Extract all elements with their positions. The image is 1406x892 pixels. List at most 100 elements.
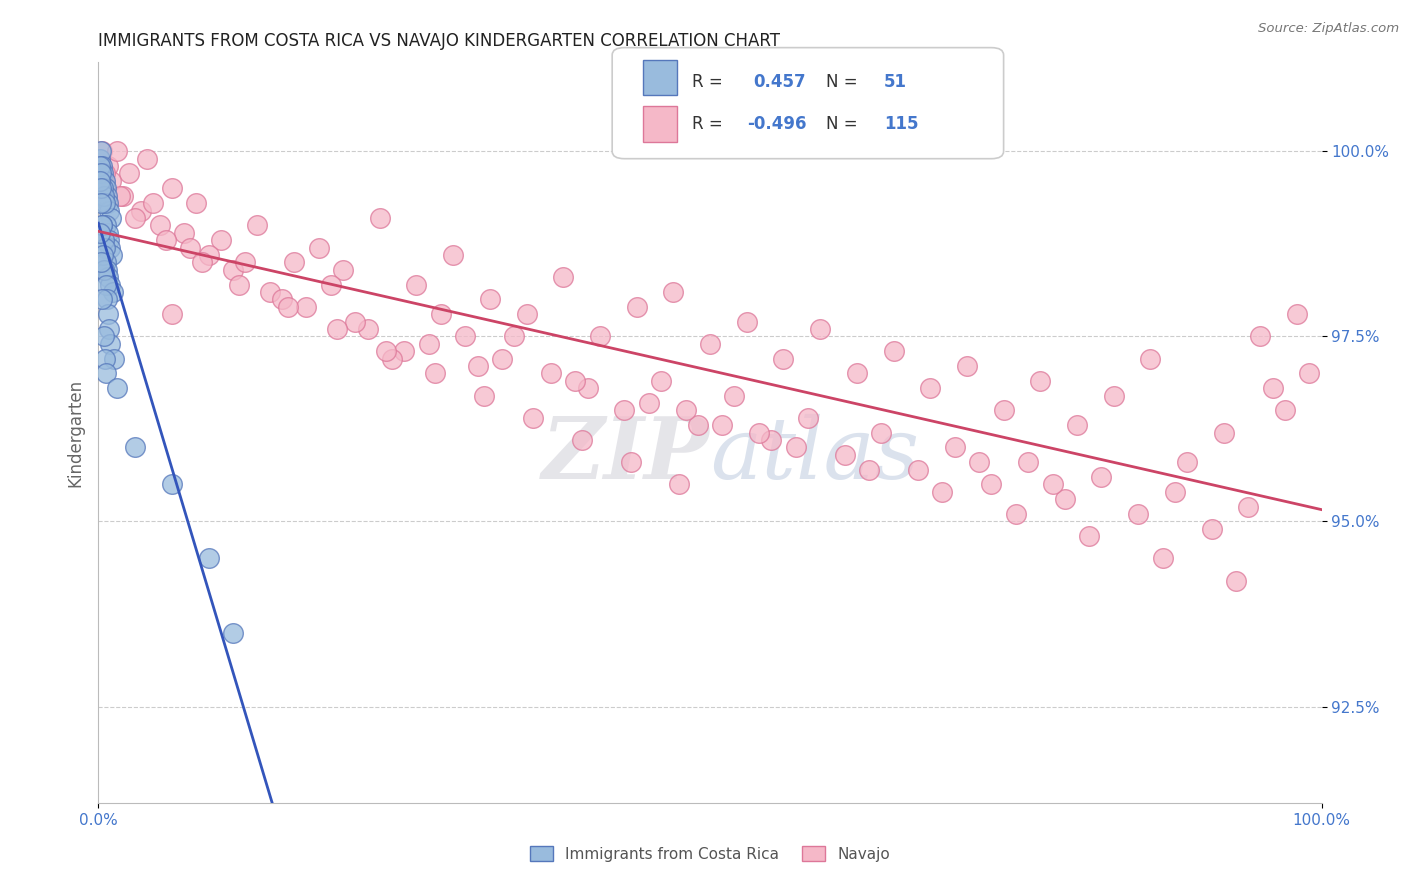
Point	[418, 336, 440, 351]
Point	[179, 241, 201, 255]
Point	[332, 262, 354, 277]
Point	[191, 255, 214, 269]
Point	[472, 389, 495, 403]
Point	[613, 403, 636, 417]
Text: R =: R =	[692, 115, 728, 133]
Point	[1017, 455, 1039, 469]
Point	[1164, 484, 1187, 499]
Point	[619, 455, 641, 469]
Point	[103, 351, 125, 366]
Point	[1053, 492, 1076, 507]
Point	[259, 285, 281, 299]
Point	[1261, 381, 1284, 395]
Point	[93, 329, 115, 343]
Point	[626, 300, 648, 314]
Point	[124, 211, 146, 225]
Point	[89, 159, 111, 173]
Point	[516, 307, 538, 321]
Point	[197, 248, 219, 262]
Point	[89, 174, 111, 188]
Point	[209, 233, 232, 247]
Point	[441, 248, 464, 262]
Point	[980, 477, 1002, 491]
Point	[540, 367, 562, 381]
Point	[90, 167, 112, 181]
Point	[1004, 507, 1026, 521]
Point	[295, 300, 318, 314]
Point	[90, 145, 112, 159]
Point	[93, 188, 115, 202]
Point	[233, 255, 256, 269]
Point	[94, 241, 117, 255]
Point	[454, 329, 477, 343]
Point	[1029, 374, 1052, 388]
Text: ZIP: ZIP	[543, 413, 710, 497]
Point	[98, 277, 121, 292]
Point	[808, 322, 831, 336]
Point	[478, 293, 501, 307]
Point	[90, 219, 112, 233]
Point	[723, 389, 745, 403]
Point	[136, 152, 159, 166]
Point	[423, 367, 446, 381]
Point	[197, 551, 219, 566]
Point	[1152, 551, 1174, 566]
Point	[93, 262, 115, 277]
Point	[650, 374, 672, 388]
Point	[668, 477, 690, 491]
Point	[405, 277, 427, 292]
Point	[94, 255, 117, 269]
Text: N =: N =	[827, 73, 863, 91]
Point	[283, 255, 305, 269]
Point	[1286, 307, 1309, 321]
Point	[374, 344, 396, 359]
Point	[186, 196, 208, 211]
Text: 0.457: 0.457	[752, 73, 806, 91]
Point	[149, 219, 172, 233]
Point	[699, 336, 721, 351]
Point	[160, 307, 183, 321]
Point	[326, 322, 349, 336]
Point	[94, 367, 117, 381]
Point	[91, 248, 114, 262]
Point	[967, 455, 990, 469]
Point	[98, 241, 121, 255]
Point	[522, 410, 544, 425]
FancyBboxPatch shape	[643, 60, 678, 95]
Point	[381, 351, 404, 366]
Point	[1042, 477, 1064, 491]
Point	[1066, 418, 1088, 433]
Point	[571, 433, 593, 447]
Point	[246, 219, 269, 233]
Point	[356, 322, 378, 336]
Point	[845, 367, 868, 381]
Point	[118, 167, 141, 181]
Point	[90, 181, 112, 195]
Point	[491, 351, 513, 366]
FancyBboxPatch shape	[612, 47, 1004, 159]
Point	[129, 203, 152, 218]
Point	[883, 344, 905, 359]
Point	[160, 477, 183, 491]
Point	[797, 410, 820, 425]
Point	[576, 381, 599, 395]
Point	[748, 425, 770, 440]
Point	[228, 277, 250, 292]
Point	[124, 441, 146, 455]
Point	[785, 441, 807, 455]
Point	[94, 351, 117, 366]
Point	[1128, 507, 1150, 521]
Point	[94, 181, 117, 195]
Point	[931, 484, 953, 499]
Point	[222, 625, 245, 640]
Point	[91, 145, 114, 159]
Point	[1102, 389, 1125, 403]
FancyBboxPatch shape	[643, 106, 678, 142]
Point	[735, 315, 758, 329]
Point	[91, 181, 114, 195]
Point	[870, 425, 893, 440]
Point	[589, 329, 612, 343]
Point	[1139, 351, 1161, 366]
Point	[1175, 455, 1198, 469]
Point	[270, 293, 294, 307]
